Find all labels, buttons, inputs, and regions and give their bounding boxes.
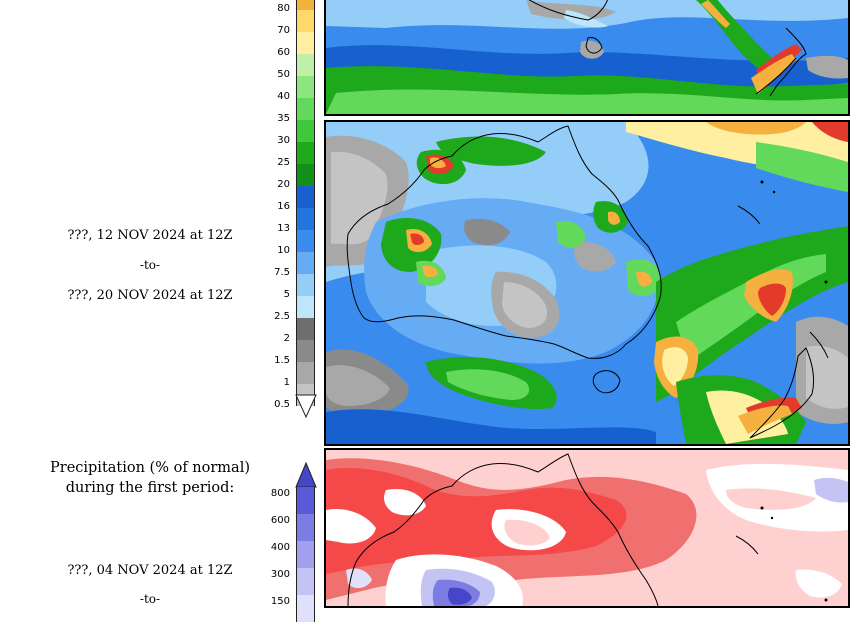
precip-colorbar-tick-label: 16 <box>277 201 290 212</box>
precip-colorbar-cell <box>296 186 315 208</box>
pct-colorbar-tick-label: 150 <box>270 596 290 607</box>
pct-colorbar-tick-label: 300 <box>270 569 290 580</box>
precip-colorbar-cell <box>296 164 315 186</box>
precip-colorbar-tick-label: 13 <box>277 223 290 234</box>
precip-colorbar-tick-label: 2 <box>283 333 290 344</box>
precip-colorbar-cell <box>296 142 315 164</box>
precip-colorbar-tick-label: 40 <box>277 91 290 102</box>
precip-colorbar-cell <box>296 98 315 120</box>
precip-colorbar-cell <box>296 274 315 296</box>
precip-colorbar-cell <box>296 296 315 318</box>
precip-colorbar-tick-label: 0.5 <box>274 399 290 410</box>
precip-map-period-2 <box>324 120 850 446</box>
precip-colorbar-tick-label: 35 <box>277 113 290 124</box>
precip-colorbar-tick-label: 25 <box>277 157 290 168</box>
precip-colorbar-tick-label: 60 <box>277 47 290 58</box>
precip-colorbar-tick-label: 20 <box>277 179 290 190</box>
precip-colorbar-tick-label: 30 <box>277 135 290 146</box>
precip-colorbar-cell <box>296 54 315 76</box>
precip-colorbar-cell <box>296 230 315 252</box>
period-1-start-label: ???, 04 NOV 2024 at 12Z <box>67 563 233 578</box>
pct-colorbar-cell <box>296 595 315 622</box>
precip-colorbar-tick-label: 5 <box>283 289 290 300</box>
precip-colorbar-cell <box>296 208 315 230</box>
precip-colorbar-cell <box>296 120 315 142</box>
colorbar-max-arrow-icon <box>295 462 317 488</box>
precip-map-period-1 <box>324 0 850 116</box>
precip-colorbar-tick-label: 2.5 <box>274 311 290 322</box>
period-2-end-label: ???, 20 NOV 2024 at 12Z <box>67 288 233 303</box>
pct-colorbar-tick-label: 800 <box>270 488 290 499</box>
pct-normal-title-line2: during the first period: <box>65 480 235 496</box>
precip-colorbar-cell <box>296 32 315 54</box>
precip-colorbar-cell <box>296 76 315 98</box>
pct-normal-map <box>324 448 850 608</box>
precip-colorbar-tick-label: 70 <box>277 25 290 36</box>
precip-colorbar-cell <box>296 362 315 384</box>
precip-colorbar-cell <box>296 10 315 32</box>
pct-normal-title: Precipitation (% of normal) during the f… <box>0 458 300 498</box>
pct-colorbar-cell <box>296 487 315 514</box>
colorbar-min-arrow-icon <box>295 394 317 418</box>
precip-colorbar-tick-label: 7.5 <box>274 267 290 278</box>
period-2-to-label: -to- <box>139 258 161 272</box>
period-1-to-label: -to- <box>139 592 161 606</box>
precip-colorbar-cell <box>296 318 315 340</box>
precip-colorbar-cell <box>296 0 315 10</box>
pct-colorbar-cell <box>296 514 315 541</box>
pct-colorbar-cell <box>296 568 315 595</box>
precip-colorbar-tick-label: 50 <box>277 69 290 80</box>
precip-colorbar-tick-label: 1.5 <box>274 355 290 366</box>
precip-colorbar-tick-label: 1 <box>283 377 290 388</box>
precip-colorbar-tick-label: 80 <box>277 3 290 14</box>
period-2-start-label: ???, 12 NOV 2024 at 12Z <box>67 228 233 243</box>
precip-colorbar-tick-label: 10 <box>277 245 290 256</box>
pct-colorbar-cell <box>296 541 315 568</box>
precip-colorbar-cell <box>296 252 315 274</box>
precip-colorbar-cell <box>296 340 315 362</box>
pct-colorbar-tick-label: 600 <box>270 515 290 526</box>
pct-normal-title-line1: Precipitation (% of normal) <box>50 460 250 476</box>
pct-colorbar-tick-label: 400 <box>270 542 290 553</box>
